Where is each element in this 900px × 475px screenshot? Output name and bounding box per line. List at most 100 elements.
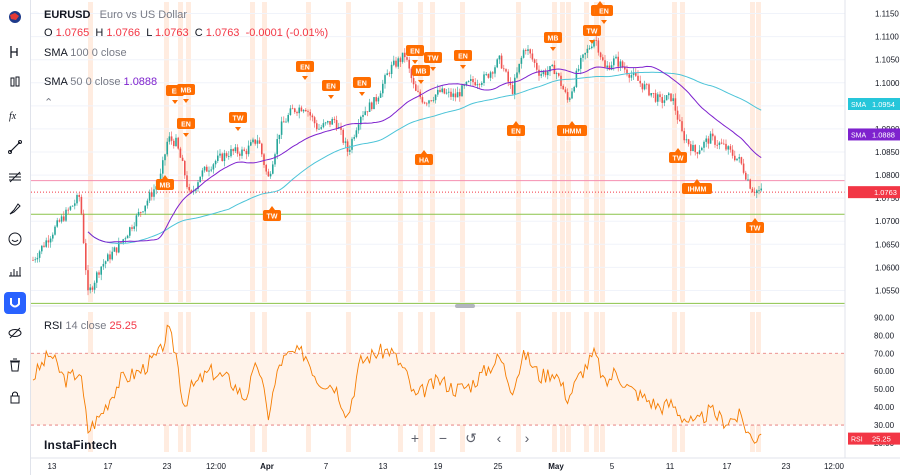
signal-marker-box: [583, 25, 601, 36]
zoom-in-button[interactable]: +: [410, 430, 420, 446]
emoji-tool-button[interactable]: [4, 228, 26, 250]
signal-marker[interactable]: TW: [583, 25, 601, 44]
candle: [140, 212, 142, 213]
signal-marker[interactable]: TW: [424, 52, 442, 71]
scroll-right-button[interactable]: ›: [524, 430, 530, 446]
candle: [377, 97, 380, 102]
sma50-price-tag: [848, 128, 900, 141]
signal-marker-box: [177, 118, 195, 129]
brush-tool-button[interactable]: [4, 198, 26, 220]
candle: [566, 92, 569, 100]
candle: [555, 73, 558, 75]
candle: [674, 98, 677, 111]
candle: [443, 88, 446, 94]
candle: [676, 110, 679, 120]
signal-marker-label: EN: [410, 49, 420, 56]
signal-marker[interactable]: TW: [669, 148, 687, 163]
candles-tool-button[interactable]: [4, 71, 26, 93]
signal-marker[interactable]: MB: [544, 32, 562, 51]
eye-off-tool-button[interactable]: [4, 322, 26, 344]
candle: [423, 102, 426, 104]
signal-marker[interactable]: EN: [595, 5, 613, 24]
candle: [716, 144, 718, 146]
rsi-line[interactable]: [32, 324, 762, 444]
collapse-legend-icon[interactable]: ⌃: [44, 97, 54, 109]
globe-tool-button[interactable]: [4, 6, 26, 28]
candle: [538, 69, 540, 76]
candle: [324, 122, 327, 124]
rsi-tick-label: 60.00: [874, 367, 895, 376]
pane-resize-handle[interactable]: [455, 304, 475, 308]
signal-marker[interactable]: MB: [177, 84, 195, 103]
candle: [646, 84, 648, 86]
candle: [518, 63, 520, 73]
candle: [650, 93, 652, 96]
signal-marker[interactable]: EN: [322, 80, 340, 99]
signal-arrow-icon: [162, 175, 168, 179]
candle: [329, 120, 331, 125]
lock-tool-button[interactable]: [4, 386, 26, 408]
candle: [659, 94, 661, 98]
signal-marker-box: [507, 125, 525, 136]
symbol-name[interactable]: EURUSD: [44, 9, 91, 21]
trendline-tool-button[interactable]: [4, 136, 26, 158]
time-tick-label: 7: [324, 462, 329, 471]
signal-marker[interactable]: MB: [156, 175, 174, 190]
zoom-out-button[interactable]: −: [438, 430, 448, 446]
signal-marker-box: [454, 50, 472, 61]
signal-marker-box: [229, 112, 247, 123]
candle: [421, 97, 424, 103]
signal-marker-label: TW: [673, 156, 684, 163]
candle: [234, 147, 237, 152]
sma100-legend[interactable]: SMA 100 0 close: [44, 47, 127, 59]
signal-marker[interactable]: IHMM: [682, 179, 712, 194]
signal-marker[interactable]: TW: [263, 206, 281, 221]
sma100-line[interactable]: [87, 71, 762, 244]
signal-marker[interactable]: IHMM: [557, 121, 587, 136]
candle: [78, 195, 80, 197]
signal-marker[interactable]: TW: [746, 218, 764, 233]
sma50-legend[interactable]: SMA 50 0 close 1.0888: [44, 76, 157, 88]
candle: [241, 149, 243, 156]
scroll-left-button[interactable]: ‹: [496, 430, 502, 446]
candle: [509, 81, 512, 86]
candle: [162, 160, 164, 174]
signal-marker[interactable]: EN: [296, 61, 314, 80]
candle: [71, 205, 74, 207]
signal-marker-box: [177, 84, 195, 95]
signal-marker[interactable]: EN: [177, 118, 195, 137]
candle: [602, 57, 604, 61]
signal-marker[interactable]: TW: [229, 112, 247, 131]
candle: [232, 149, 234, 152]
trash-tool-button[interactable]: [4, 354, 26, 376]
signal-marker[interactable]: HA: [415, 150, 433, 165]
candle: [38, 251, 41, 258]
candle: [630, 75, 633, 78]
rsi-legend[interactable]: RSI 14 close 25.25: [44, 320, 137, 332]
candle: [540, 74, 542, 76]
candle: [58, 220, 61, 222]
signal-marker[interactable]: EN: [353, 77, 371, 96]
signal-marker[interactable]: EN: [454, 50, 472, 69]
candle: [452, 93, 454, 97]
signal-marker[interactable]: MB: [412, 65, 430, 84]
candle: [87, 270, 89, 291]
signal-marker[interactable]: EN: [507, 121, 525, 136]
candle: [503, 68, 505, 70]
cursor-tool-button[interactable]: [4, 41, 26, 63]
candle: [291, 108, 294, 110]
measure-tool-button[interactable]: [4, 260, 26, 282]
reset-button[interactable]: ↺: [465, 429, 477, 446]
sma50-line[interactable]: [87, 65, 762, 243]
candle: [485, 74, 487, 75]
signal-marker[interactable]: EN: [406, 45, 424, 64]
magnet-tool-button[interactable]: [4, 292, 26, 314]
signal-arrow-icon: [550, 47, 556, 51]
candle: [434, 94, 437, 101]
fx-tool-button[interactable]: fx: [4, 104, 26, 126]
candle: [564, 89, 567, 93]
signal-marker-label: TW: [428, 56, 439, 63]
candle: [146, 200, 149, 206]
fib-tool-button[interactable]: [4, 166, 26, 188]
